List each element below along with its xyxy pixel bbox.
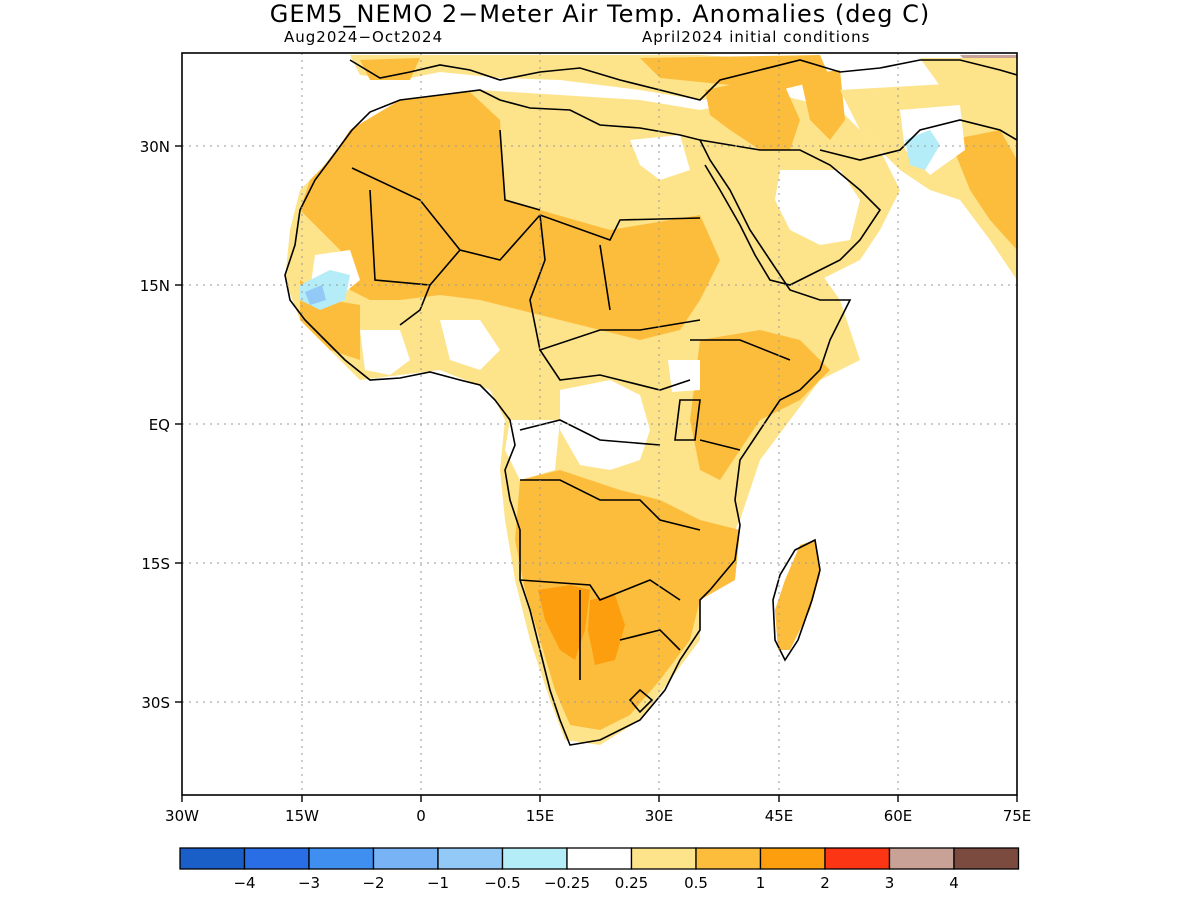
legend-label: −1 <box>427 874 449 892</box>
legend-label: −2 <box>362 874 384 892</box>
legend-swatch <box>179 847 246 870</box>
lon-label-30w: 30W <box>165 807 199 825</box>
lat-ticks <box>175 145 182 703</box>
legend-swatch <box>566 847 633 870</box>
legend-label: 1 <box>756 874 766 892</box>
legend-swatch <box>243 847 310 870</box>
legend-swatch <box>437 847 504 870</box>
forecast-period: Aug2024−Oct2024 <box>284 28 444 46</box>
lon-label-30e: 30E <box>645 807 674 825</box>
legend-swatch <box>759 847 826 870</box>
legend-swatch <box>630 847 697 870</box>
legend-swatch <box>824 847 891 870</box>
chart-title: GEM5_NEMO 2−Meter Air Temp. Anomalies (d… <box>269 0 931 28</box>
legend-swatch <box>953 847 1020 870</box>
legend-label: 0.25 <box>615 874 648 892</box>
coastlines <box>284 59 1017 746</box>
legend-label: 4 <box>949 874 959 892</box>
legend-label: −0.5 <box>484 874 520 892</box>
initial-conditions: April2024 initial conditions <box>642 28 871 46</box>
legend-label: 3 <box>885 874 895 892</box>
lon-label-0: 0 <box>416 807 426 825</box>
lat-label-eq: EQ <box>149 416 170 434</box>
lat-label-15s: 15S <box>141 555 170 573</box>
lon-label-15e: 15E <box>526 807 555 825</box>
lat-label-30s: 30S <box>141 694 170 712</box>
lon-label-15w: 15W <box>285 807 319 825</box>
legend-label: −0.25 <box>544 874 590 892</box>
lon-label-45e: 45E <box>765 807 794 825</box>
anomaly-field <box>285 55 1017 745</box>
legend-label: 2 <box>820 874 830 892</box>
legend-swatch <box>695 847 762 870</box>
lon-label-60e: 60E <box>884 807 913 825</box>
legend-label: −4 <box>233 874 255 892</box>
lon-ticks <box>181 795 1018 802</box>
legend-label: 0.5 <box>684 874 708 892</box>
legend-label: −3 <box>298 874 320 892</box>
color-legend <box>179 847 1020 870</box>
lon-label-75e: 75E <box>1003 807 1032 825</box>
lat-label-30n: 30N <box>140 138 170 156</box>
legend-swatch <box>372 847 439 870</box>
legend-labels: −4 −3 −2 −1 −0.5 −0.25 0.25 0.5 1 2 3 4 <box>233 874 958 892</box>
legend-swatch <box>888 847 955 870</box>
legend-swatch <box>308 847 375 870</box>
graticule <box>182 53 1017 795</box>
lat-label-15n: 15N <box>140 277 170 295</box>
legend-swatch <box>501 847 568 870</box>
